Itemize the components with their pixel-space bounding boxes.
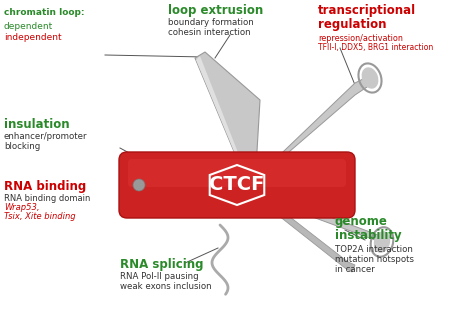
Text: genome: genome: [335, 215, 388, 228]
Text: CTCF: CTCF: [210, 175, 264, 194]
Text: RNA splicing: RNA splicing: [120, 258, 203, 271]
Polygon shape: [253, 78, 370, 183]
Text: repression/activation: repression/activation: [318, 34, 403, 43]
Text: regulation: regulation: [318, 18, 386, 31]
Ellipse shape: [362, 67, 378, 89]
Ellipse shape: [374, 231, 390, 253]
Text: weak exons inclusion: weak exons inclusion: [120, 282, 211, 291]
Text: blocking: blocking: [4, 142, 40, 151]
Text: chromatin loop:: chromatin loop:: [4, 8, 84, 17]
Text: TOP2A interaction: TOP2A interaction: [335, 245, 413, 254]
Text: RNA Pol-II pausing: RNA Pol-II pausing: [120, 272, 199, 281]
Text: insulation: insulation: [4, 118, 70, 131]
Text: loop extrusion: loop extrusion: [168, 4, 263, 17]
Text: independent: independent: [4, 33, 62, 42]
Polygon shape: [255, 195, 355, 272]
Text: TFII-I, DDX5, BRG1 interaction: TFII-I, DDX5, BRG1 interaction: [318, 43, 433, 52]
Polygon shape: [178, 178, 200, 200]
Text: instability: instability: [335, 229, 401, 242]
Text: transcriptional: transcriptional: [318, 4, 416, 17]
Text: mutation hotspots: mutation hotspots: [335, 255, 414, 264]
Text: cohesin interaction: cohesin interaction: [168, 28, 251, 37]
Text: dependent: dependent: [4, 22, 53, 31]
Text: in cancer: in cancer: [335, 265, 375, 274]
Text: Tsix, Xite binding: Tsix, Xite binding: [4, 212, 76, 221]
Polygon shape: [253, 190, 388, 245]
FancyBboxPatch shape: [119, 152, 355, 218]
Polygon shape: [195, 52, 260, 185]
Circle shape: [249, 179, 265, 195]
Text: RNA binding domain: RNA binding domain: [4, 194, 91, 203]
Text: RNA binding: RNA binding: [4, 180, 86, 193]
Circle shape: [253, 183, 261, 191]
Circle shape: [133, 179, 145, 191]
Polygon shape: [196, 56, 250, 185]
Text: Wrap53,: Wrap53,: [4, 203, 39, 212]
FancyBboxPatch shape: [128, 159, 346, 187]
Text: boundary formation: boundary formation: [168, 18, 254, 27]
Text: enhancer/promoter: enhancer/promoter: [4, 132, 88, 141]
